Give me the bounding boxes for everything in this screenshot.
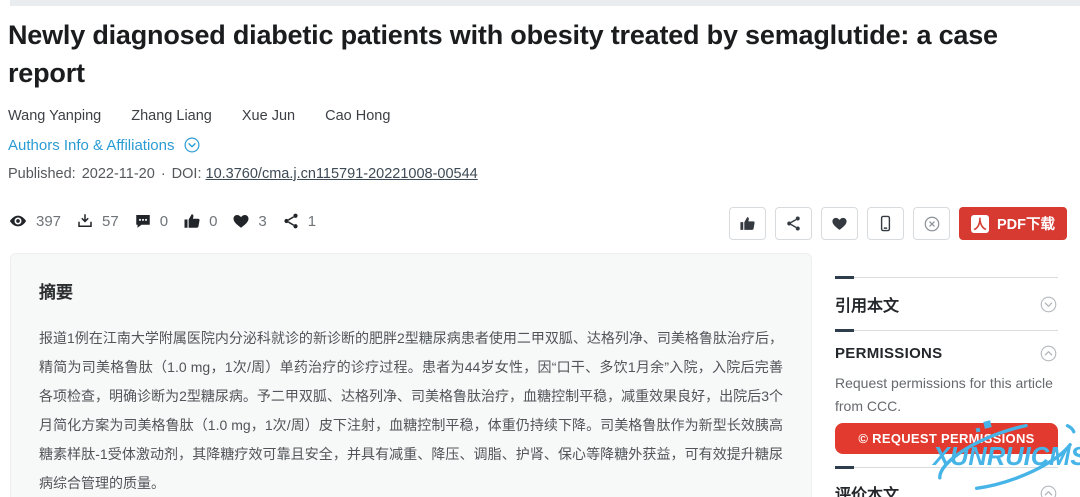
views-stat: 397: [8, 211, 61, 231]
authors-info-label: Authors Info & Affiliations: [8, 136, 175, 154]
thumb-icon: [183, 212, 201, 230]
published-row: Published: 2022-11-20 · DOI: 10.3760/cma.j.…: [8, 166, 478, 182]
sidebar-divider: [835, 466, 1058, 469]
chevron-down-circle-icon[interactable]: [1039, 295, 1058, 314]
chevron-down-circle-icon: [183, 136, 201, 154]
doi-label: DOI:: [171, 166, 202, 182]
downloads-count: 57: [102, 212, 119, 230]
share-icon: [282, 212, 300, 230]
abstract-text: 报道1例在江南大学附属医院内分泌科就诊的新诊断的肥胖2型糖尿病患者使用二甲双胍、…: [39, 330, 783, 491]
rate-heading: 评价本文: [835, 487, 900, 497]
pdf-download-button[interactable]: 人 PDF下载: [959, 207, 1067, 240]
cite-heading: 引用本文: [835, 298, 900, 315]
smartphone-icon: [877, 215, 894, 232]
separator: ·: [160, 166, 166, 182]
thumb-icon: [739, 215, 756, 232]
chevron-up-circle-icon[interactable]: [1039, 344, 1058, 363]
hearts-stat: 3: [232, 212, 267, 230]
doi-link[interactable]: 10.3760/cma.j.cn115791-20221008-00544: [205, 166, 478, 182]
favorite-button[interactable]: [821, 207, 858, 240]
rate-section-toggle[interactable]: 评价本文: [835, 481, 1058, 497]
page-title: Newly diagnosed diabetic patients with o…: [8, 20, 998, 88]
sidebar-divider: [835, 329, 1058, 332]
author-name: Wang Yanping: [8, 108, 102, 124]
author-name: Cao Hong: [325, 108, 391, 124]
sidebar-divider: [835, 276, 1058, 279]
circle-x-icon: [923, 215, 941, 233]
request-permissions-button[interactable]: © REQUEST PERMISSIONS: [835, 423, 1058, 454]
shares-count: 1: [307, 212, 317, 230]
pdf-icon: 人: [971, 214, 989, 233]
share-icon: [785, 215, 802, 232]
author-name: Zhang Liang: [131, 108, 212, 124]
abstract-card: 摘要 报道1例在江南大学附属医院内分泌科就诊的新诊断的肥胖2型糖尿病患者使用二甲…: [10, 253, 812, 497]
likes-count: 0: [209, 212, 218, 230]
permissions-text: Request permissions for this article fro…: [835, 375, 1053, 414]
shares-stat: 1: [282, 212, 316, 230]
like-button[interactable]: [729, 207, 766, 240]
download-icon: [76, 212, 94, 230]
comments-stat: 0: [134, 212, 168, 230]
heart-icon: [232, 212, 250, 230]
abstract-heading: 摘要: [39, 283, 73, 302]
downloads-stat: 57: [76, 212, 119, 230]
stats-row: 397 57 0 0 3: [8, 211, 316, 231]
heart-icon: [831, 215, 848, 232]
views-count: 397: [36, 212, 62, 230]
comments-count: 0: [159, 212, 169, 230]
published-date: 2022-11-20: [81, 166, 155, 182]
hearts-count: 3: [258, 212, 267, 230]
authors-row: Wang Yanping Zhang Liang Xue Jun Cao Hon…: [8, 108, 390, 124]
comment-icon: [134, 212, 152, 230]
author-name: Xue Jun: [241, 108, 296, 124]
no-access-button[interactable]: [913, 207, 950, 240]
pdf-download-label: PDF下载: [997, 217, 1055, 233]
permissions-heading: PERMISSIONS: [835, 345, 943, 362]
permissions-section-toggle[interactable]: PERMISSIONS: [835, 344, 1058, 363]
mobile-button[interactable]: [867, 207, 904, 240]
chevron-up-circle-icon[interactable]: [1039, 484, 1058, 497]
authors-info-link[interactable]: Authors Info & Affiliations: [8, 136, 201, 154]
cite-section-toggle[interactable]: 引用本文: [835, 292, 1058, 316]
top-strip: [10, 0, 1080, 6]
actions-row: 人 PDF下载: [729, 207, 1067, 240]
published-label: Published:: [8, 166, 76, 182]
eye-icon: [8, 211, 28, 231]
likes-stat: 0: [183, 212, 217, 230]
share-button[interactable]: [775, 207, 812, 240]
